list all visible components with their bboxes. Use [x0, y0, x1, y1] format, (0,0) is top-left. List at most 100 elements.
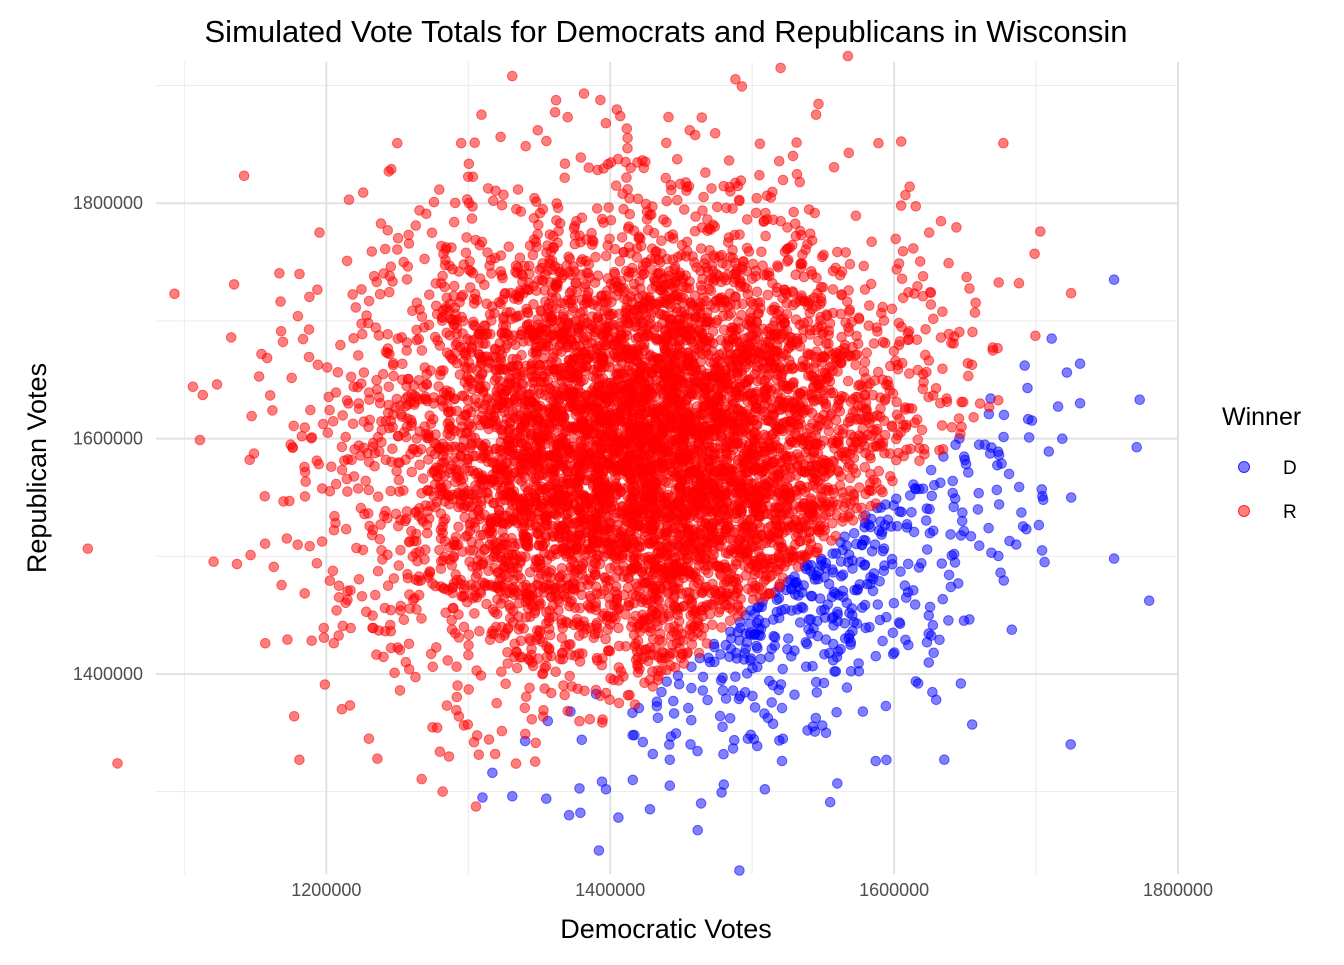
- point-r: [336, 340, 346, 350]
- point-d: [913, 679, 923, 689]
- point-d: [662, 677, 672, 687]
- point-r: [921, 325, 931, 335]
- point-d: [731, 672, 741, 682]
- point-d: [614, 813, 624, 823]
- point-r: [450, 198, 460, 208]
- point-d: [719, 749, 729, 759]
- point-d: [784, 634, 794, 644]
- point-r: [774, 156, 784, 166]
- point-r: [354, 351, 364, 361]
- point-r: [866, 279, 876, 289]
- point-d: [804, 615, 814, 625]
- point-d: [1024, 433, 1034, 443]
- point-d: [832, 708, 842, 718]
- point-r: [501, 679, 511, 689]
- point-r: [246, 550, 256, 560]
- point-r: [415, 547, 425, 557]
- point-r: [304, 325, 314, 335]
- point-d: [871, 651, 881, 661]
- point-d: [1037, 485, 1047, 495]
- point-d: [845, 630, 855, 640]
- point-d: [999, 432, 1009, 442]
- point-r: [896, 137, 906, 147]
- point-d: [957, 516, 967, 526]
- point-d: [881, 701, 891, 711]
- point-r: [829, 163, 839, 173]
- point-d: [936, 478, 946, 488]
- point-r: [915, 257, 925, 267]
- point-r: [393, 245, 403, 255]
- point-d: [879, 566, 889, 576]
- point-r: [275, 269, 285, 279]
- point-r: [623, 133, 633, 143]
- point-d: [716, 676, 726, 686]
- point-d: [967, 720, 977, 730]
- point-d: [907, 508, 917, 518]
- point-r: [265, 391, 275, 401]
- point-d: [1023, 383, 1033, 393]
- point-d: [774, 613, 784, 623]
- point-d: [741, 644, 751, 654]
- point-d: [803, 726, 813, 736]
- point-d: [698, 672, 708, 682]
- point-r: [325, 405, 335, 415]
- point-r: [209, 557, 219, 567]
- point-d: [1018, 522, 1028, 532]
- point-d: [881, 500, 891, 510]
- point-r: [901, 405, 911, 415]
- point-r: [402, 275, 412, 285]
- point-r: [404, 639, 414, 649]
- data-points: [83, 51, 1154, 875]
- point-r: [557, 564, 567, 574]
- point-r: [484, 735, 494, 745]
- point-r: [895, 337, 905, 347]
- point-r: [521, 729, 531, 739]
- point-d: [1034, 520, 1044, 530]
- point-r: [440, 282, 450, 292]
- point-r: [498, 273, 508, 283]
- point-r: [472, 295, 482, 305]
- point-r: [425, 411, 435, 421]
- point-r: [425, 290, 435, 300]
- point-r: [361, 476, 371, 486]
- point-d: [1053, 402, 1063, 412]
- point-r: [424, 514, 434, 524]
- point-r: [393, 233, 403, 243]
- point-r: [396, 606, 406, 616]
- point-r: [944, 258, 954, 268]
- point-r: [755, 170, 765, 180]
- point-r: [411, 672, 421, 682]
- point-d: [874, 526, 884, 536]
- point-r: [864, 321, 874, 331]
- point-r: [917, 425, 927, 435]
- point-r: [625, 690, 635, 700]
- point-d: [878, 546, 888, 556]
- point-d: [819, 678, 829, 688]
- point-r: [857, 503, 867, 513]
- point-r: [474, 750, 484, 760]
- point-d: [1007, 625, 1017, 635]
- point-r: [315, 228, 325, 238]
- point-r: [720, 297, 730, 307]
- point-r: [697, 113, 707, 123]
- point-d: [669, 709, 679, 719]
- point-d: [901, 593, 911, 603]
- point-r: [632, 253, 642, 263]
- point-d: [770, 641, 780, 651]
- point-r: [542, 136, 552, 146]
- point-r: [278, 337, 288, 347]
- point-r: [450, 442, 460, 452]
- point-d: [871, 756, 881, 766]
- point-r: [346, 372, 356, 382]
- point-d: [790, 572, 800, 582]
- point-d: [748, 691, 758, 701]
- point-r: [816, 312, 826, 322]
- point-d: [808, 661, 818, 671]
- point-r: [592, 204, 602, 214]
- point-r: [606, 158, 616, 168]
- point-r: [297, 432, 307, 442]
- point-r: [404, 230, 414, 240]
- point-d: [797, 588, 807, 598]
- point-d: [892, 494, 902, 504]
- point-r: [604, 203, 614, 213]
